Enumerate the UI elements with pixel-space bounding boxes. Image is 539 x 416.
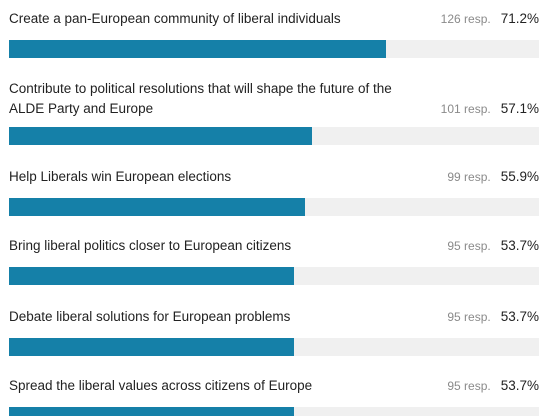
category-label: Contribute to political resolutions that… [9,81,392,116]
bar-track [9,40,539,58]
response-meta: 95 resp. 53.7% [447,376,539,396]
category-label: Debate liberal solutions for European pr… [9,309,291,324]
percent-label: 57.1% [500,101,539,116]
bar-fill [9,338,294,356]
bar-fill [9,407,294,416]
response-meta: 99 resp. 55.9% [447,167,539,187]
chart-row: Create a pan-European community of liber… [9,9,539,58]
response-meta: 95 resp. 53.7% [447,307,539,327]
percent-label: 71.2% [500,11,539,26]
bar-fill [9,198,305,216]
bar-track [9,407,539,416]
chart-row: Contribute to political resolutions that… [9,79,539,145]
response-count: 95 resp. [447,379,491,393]
percent-label: 53.7% [500,309,539,324]
percent-label: 53.7% [500,378,539,393]
chart-row: Spread the liberal values across citizen… [9,376,539,416]
category-label: Create a pan-European community of liber… [9,11,341,26]
chart-row: Debate liberal solutions for European pr… [9,307,539,356]
bar-track [9,198,539,216]
bar-fill [9,40,386,58]
response-count: 101 resp. [440,102,491,116]
response-meta: 126 resp. 71.2% [441,9,539,29]
bar-fill [9,127,312,145]
bar-track [9,338,539,356]
category-label: Spread the liberal values across citizen… [9,378,313,393]
percent-label: 53.7% [500,238,539,253]
category-label: Bring liberal politics closer to Europea… [9,238,292,253]
bar-fill [9,267,294,285]
chart-row: Help Liberals win European elections 99 r… [9,167,539,216]
bar-track [9,267,539,285]
response-count: 126 resp. [440,12,491,26]
chart-row: Bring liberal politics closer to Europea… [9,236,539,285]
percent-label: 55.9% [500,169,539,184]
bar-track [9,127,539,145]
response-meta: 95 resp. 53.7% [447,236,539,256]
response-count: 95 resp. [447,239,491,253]
response-count: 99 resp. [447,170,491,184]
response-meta: 101 resp. 57.1% [441,99,539,119]
category-label: Help Liberals win European elections [9,169,232,184]
response-count: 95 resp. [447,310,491,324]
